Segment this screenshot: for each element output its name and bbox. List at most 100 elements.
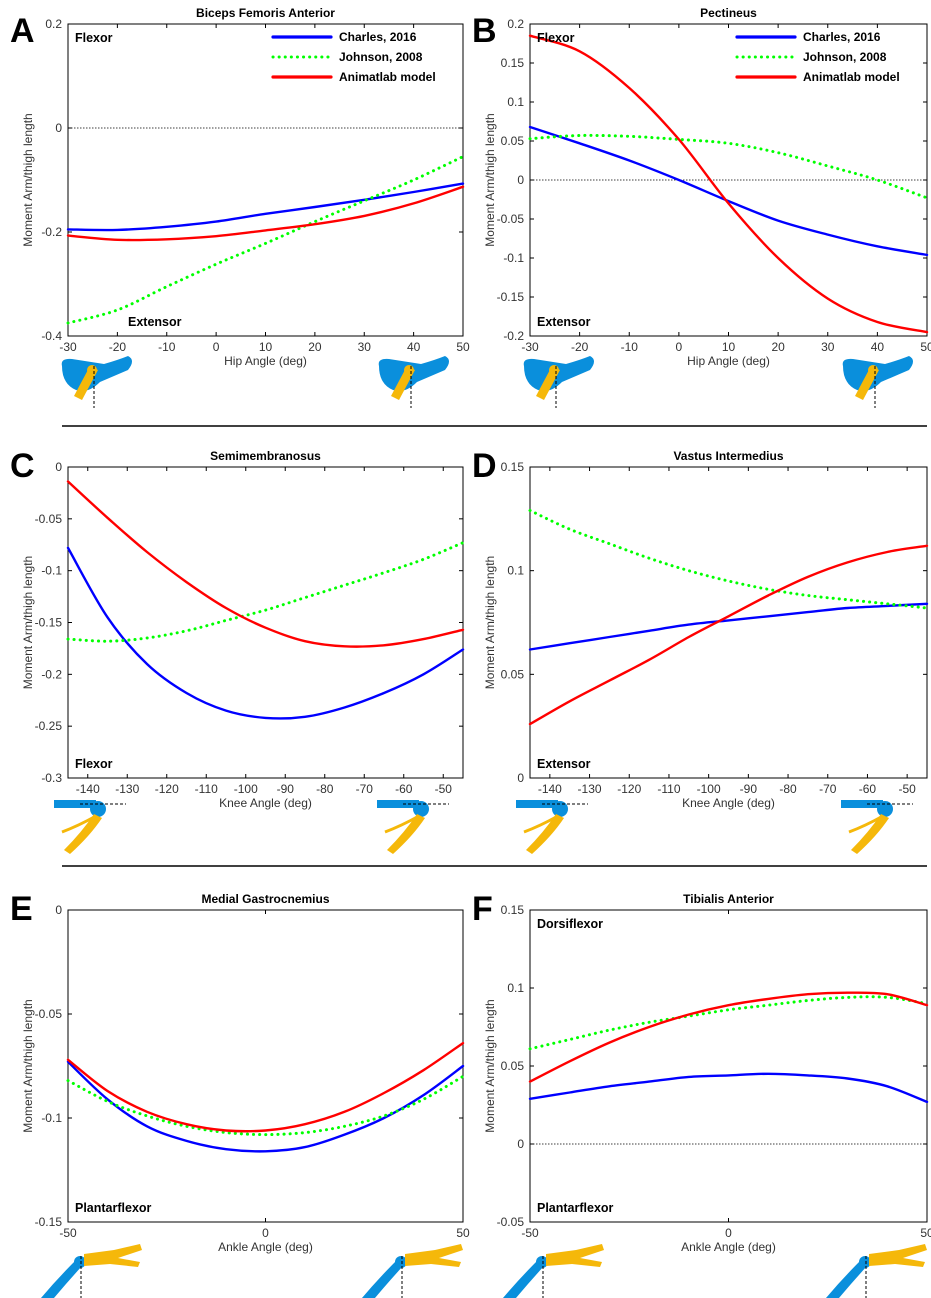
series-line-charles-2016 [528,1072,929,1104]
series-line-charles-2016 [66,1060,465,1153]
femur-head-shape [87,365,97,375]
x-tick-label: 30 [821,340,835,354]
x-tick-label: 50 [456,1226,470,1240]
annotation-top: Dorsiflexor [537,917,603,931]
x-tick-label: -130 [578,782,602,796]
inset-right-illustration [842,356,913,408]
y-tick-label: -0.15 [35,1215,63,1229]
y-axis-label: Moment Arm/thigh length [21,556,35,689]
y-tick-label: 0.1 [507,981,524,995]
chart-panel-f: F Tibialis Anterior -50 0 50 -0.05 0 0.05 0.1 0.1… [472,890,931,1298]
tibia-shape [387,814,425,854]
x-tick-label: -50 [59,1226,77,1240]
series-line-animatlab-model [66,185,465,242]
chart-title: Medial Gastrocnemius [201,892,329,906]
series-line-animatlab-model [528,34,929,334]
tibia-shape [64,814,102,854]
x-tick-label: -120 [155,782,179,796]
inset-right-illustration [361,1244,463,1298]
series-line-johnson-2008 [66,155,465,325]
x-axis-label: Ankle Angle (deg) [681,1240,776,1254]
x-tick-label: 50 [920,340,931,354]
chart-title: Pectineus [700,6,757,20]
tibia-shape [825,1260,867,1298]
tibia-shape [361,1260,403,1298]
pelvis-shape [842,356,913,391]
y-tick-label: 0 [517,1137,524,1151]
x-tick-label: 50 [456,340,470,354]
x-tick-label: -50 [435,782,453,796]
y-tick-label: -0.3 [41,771,62,785]
legend-entry-label: Johnson, 2008 [803,50,887,64]
inset-right-illustration [378,356,449,408]
femur-head-shape [404,365,414,375]
fibula-shape [384,814,420,834]
x-tick-label: -20 [109,340,127,354]
y-tick-label: -0.05 [35,1007,63,1021]
x-tick-label: 0 [262,1226,269,1240]
series-line-animatlab-model [528,991,929,1083]
x-tick-label: 40 [871,340,885,354]
x-tick-label: -80 [779,782,797,796]
tibia-shape [502,1260,544,1298]
chart-panel-c: C Semimembranosus -140 -130 -120 -110 -100 -90 -… [10,447,465,854]
y-axis-label: Moment Arm/thigh length [483,999,497,1132]
y-tick-label: 0.05 [501,667,525,681]
femur-shape [377,800,419,808]
annotation-bottom: Plantarflexor [75,1201,152,1215]
y-tick-label: 0.2 [507,17,524,31]
inset-right-illustration [825,1244,927,1298]
fibula-shape [523,814,559,834]
x-axis-label: Hip Angle (deg) [687,354,770,368]
y-tick-label: 0 [517,173,524,187]
y-tick-label: 0 [517,771,524,785]
inset-left-illustration [61,356,132,408]
inset-left-illustration [523,356,594,408]
y-tick-label: 0 [55,121,62,135]
pelvis-shape [61,356,132,391]
foot-shape [405,1244,463,1267]
y-tick-label: 0.1 [507,564,524,578]
chart-title: Vastus Intermedius [673,449,783,463]
foot-shape [84,1244,142,1267]
series-line-charles-2016 [528,602,929,651]
y-tick-label: 0.15 [501,903,525,917]
x-axis-label: Hip Angle (deg) [224,354,307,368]
fibula-shape [848,814,884,834]
plot-area [67,23,464,337]
series-line-johnson-2008 [528,509,929,610]
series-line-animatlab-model [528,544,929,726]
knee-joint-shape [90,801,106,817]
panel-letter: D [472,447,497,485]
y-tick-label: -0.2 [41,225,62,239]
panel-letter: F [472,890,493,928]
series-line-charles-2016 [528,125,929,257]
x-tick-label: -70 [819,782,837,796]
chart-title: Biceps Femoris Anterior [196,6,335,20]
y-tick-label: -0.15 [35,616,63,630]
x-tick-label: 0 [725,1226,732,1240]
y-tick-label: 0 [55,460,62,474]
x-tick-label: 10 [722,340,736,354]
y-axis-label: Moment Arm/thigh length [483,556,497,689]
panel-letter: B [472,12,497,50]
x-tick-label: -70 [356,782,374,796]
legend-entry-label: Charles, 2016 [803,30,881,44]
ankle-joint-shape [859,1256,871,1268]
y-tick-label: -0.1 [503,251,524,265]
y-tick-label: -0.4 [41,329,62,343]
legend-entry-label: Charles, 2016 [339,30,417,44]
x-tick-label: -100 [234,782,258,796]
x-tick-label: -130 [115,782,139,796]
chart-panel-a: A Biceps Femoris Anterior -30 -20 -10 0 10 20 30… [10,6,470,408]
legend-entry-label: Animatlab model [803,70,900,84]
x-tick-label: -60 [395,782,413,796]
y-tick-label: 0.2 [45,17,62,31]
y-tick-label: -0.2 [503,329,524,343]
y-tick-label: -0.2 [41,667,62,681]
femur-head-shape [868,365,878,375]
x-tick-label: 0 [213,340,220,354]
x-tick-label: 30 [358,340,372,354]
chart-title: Semimembranosus [210,449,321,463]
